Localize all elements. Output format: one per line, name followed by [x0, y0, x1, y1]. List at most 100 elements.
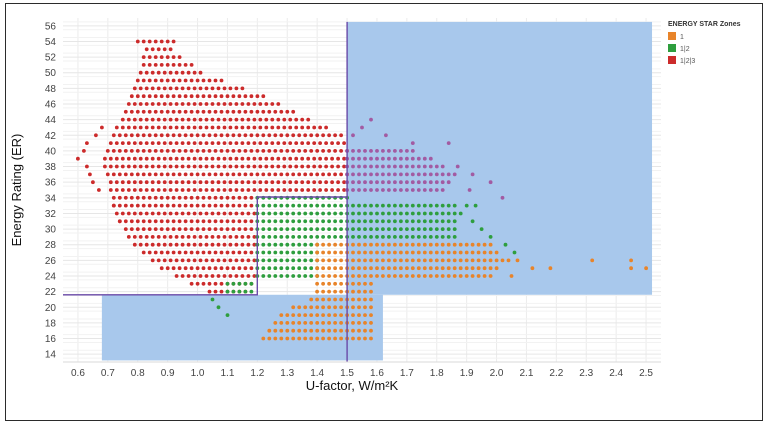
data-point: [309, 211, 314, 216]
data-point: [231, 227, 236, 232]
data-point: [422, 172, 427, 177]
data-point: [132, 164, 137, 169]
data-point: [231, 281, 236, 286]
data-point: [297, 266, 302, 271]
data-point: [195, 195, 200, 200]
data-point: [273, 258, 278, 263]
data-point: [464, 242, 469, 247]
data-point: [216, 258, 221, 263]
data-point: [470, 172, 475, 177]
data-point: [270, 125, 275, 130]
data-point: [159, 203, 164, 208]
series-1-2-3: [76, 39, 349, 294]
data-point: [369, 313, 373, 317]
data-point: [446, 274, 451, 278]
data-point: [255, 94, 260, 99]
data-point: [189, 219, 194, 224]
data-point: [339, 274, 343, 278]
data-point: [147, 172, 152, 177]
data-point: [192, 188, 197, 192]
data-point: [144, 86, 149, 91]
data-point: [393, 274, 397, 278]
x-tick-label: 1.4: [310, 368, 324, 379]
data-point: [117, 219, 122, 224]
data-point: [156, 125, 161, 130]
data-point: [195, 172, 200, 177]
data-point: [225, 172, 230, 177]
data-point: [327, 149, 331, 153]
data-point: [261, 172, 266, 177]
data-point: [168, 125, 173, 130]
data-point: [333, 321, 337, 325]
data-point: [258, 117, 263, 122]
data-point: [482, 266, 487, 271]
data-point: [150, 141, 155, 146]
data-point: [309, 266, 314, 271]
data-point: [446, 180, 451, 185]
data-point: [264, 125, 269, 130]
data-point: [192, 70, 197, 75]
data-point: [126, 188, 131, 192]
data-point: [321, 313, 325, 317]
data-point: [464, 250, 469, 255]
data-point: [231, 94, 236, 99]
data-point: [246, 164, 251, 169]
data-point: [267, 227, 272, 232]
data-point: [249, 250, 254, 255]
data-point: [363, 297, 367, 302]
data-point: [339, 149, 343, 153]
data-point: [153, 149, 158, 153]
data-point: [198, 125, 203, 130]
data-point: [249, 289, 254, 294]
data-point: [315, 133, 320, 138]
data-point: [249, 94, 254, 99]
data-point: [333, 149, 337, 153]
data-point: [171, 195, 176, 200]
data-point: [434, 227, 439, 232]
data-point: [381, 274, 385, 278]
data-point: [306, 156, 311, 161]
data-point: [237, 94, 242, 99]
x-tick-label: 0.6: [71, 368, 85, 379]
data-point: [228, 180, 233, 185]
data-point: [276, 180, 281, 185]
data-point: [428, 266, 433, 271]
data-point: [375, 172, 379, 177]
data-point: [177, 172, 182, 177]
data-point: [132, 180, 137, 185]
data-point: [189, 227, 194, 232]
data-point: [174, 86, 179, 91]
data-point: [363, 172, 367, 177]
data-point: [168, 102, 173, 106]
data-point: [300, 156, 305, 161]
data-point: [114, 164, 119, 169]
data-point: [207, 78, 212, 83]
data-point: [399, 172, 403, 177]
data-point: [240, 117, 245, 122]
data-point: [330, 180, 334, 185]
data-point: [416, 250, 421, 255]
data-point: [279, 172, 284, 177]
data-point: [318, 156, 322, 161]
data-point: [156, 47, 161, 52]
data-point: [129, 172, 134, 177]
data-point: [282, 156, 287, 161]
data-point: [252, 156, 257, 161]
data-point: [309, 250, 314, 255]
data-point: [369, 149, 373, 153]
data-point: [249, 219, 254, 224]
data-point: [240, 125, 245, 130]
data-point: [267, 172, 272, 177]
data-point: [150, 125, 155, 130]
data-point: [488, 274, 493, 278]
data-point: [387, 266, 391, 271]
data-point: [186, 141, 191, 146]
data-point: [234, 211, 239, 216]
data-point: [303, 336, 308, 341]
data-point: [306, 180, 311, 185]
data-point: [464, 258, 469, 263]
data-point: [351, 242, 355, 247]
data-point: [213, 266, 218, 271]
data-point: [237, 133, 242, 138]
data-point: [294, 125, 299, 130]
